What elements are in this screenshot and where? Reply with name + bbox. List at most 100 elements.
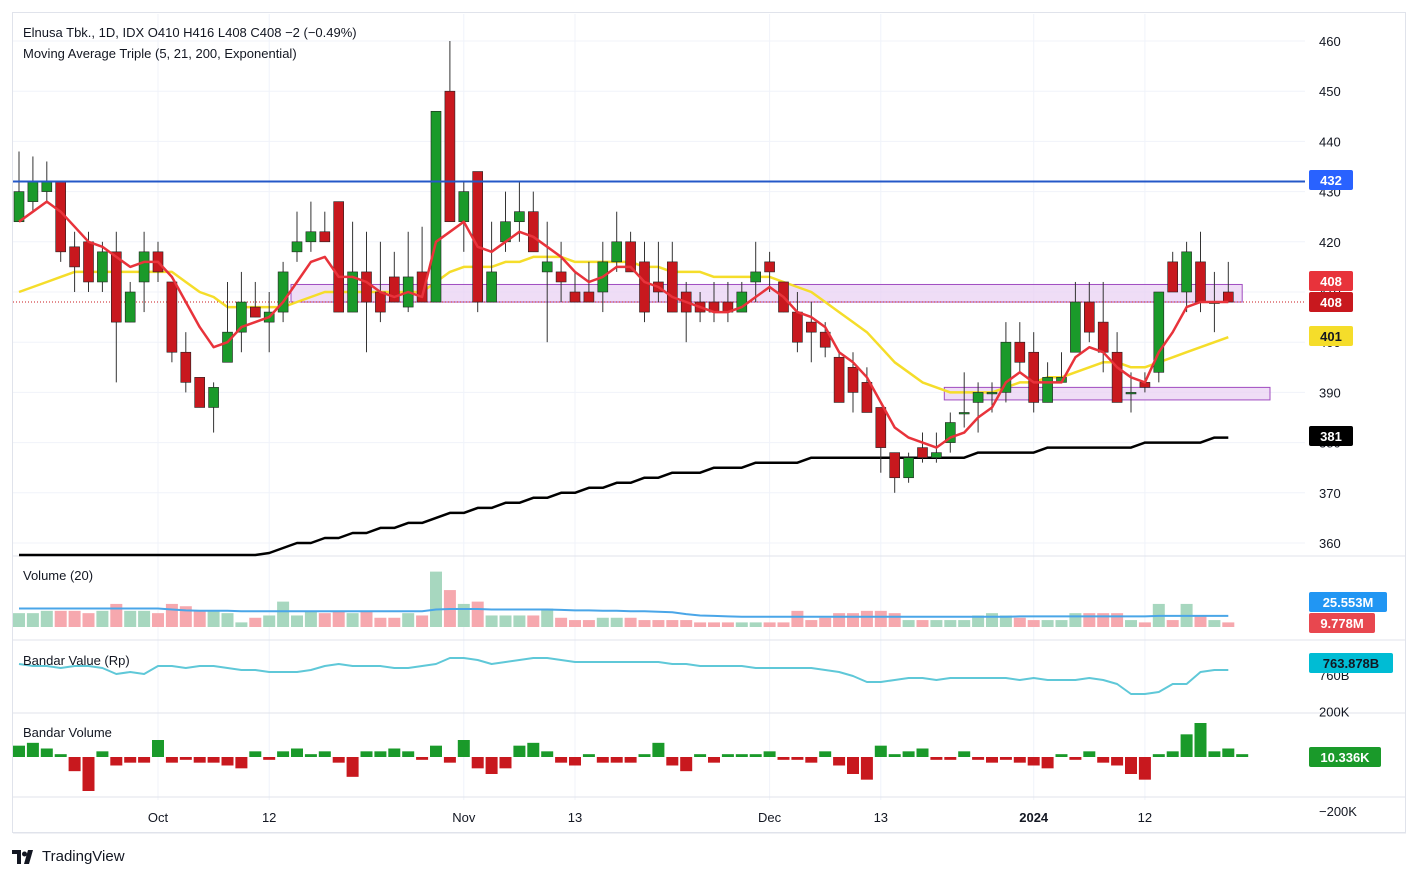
candle [444, 41, 456, 223]
volume-bar [541, 608, 554, 627]
volume-bar [374, 617, 387, 627]
candle [291, 211, 303, 262]
volume-bar [499, 615, 512, 627]
bandar-volume-bar [1152, 754, 1165, 757]
bandar-volume-bar [40, 748, 53, 757]
candle [402, 231, 414, 313]
price-tag-box [1309, 426, 1353, 446]
bandar-volume-bar [610, 757, 623, 763]
candle-body [333, 201, 345, 313]
volume-bar [277, 601, 290, 627]
bandar-volume-bar [1097, 757, 1110, 763]
price-tick-label: 440 [1319, 134, 1341, 149]
bandar-volume-bar [916, 748, 929, 757]
volume-bar [708, 622, 720, 627]
candle [124, 281, 136, 323]
time-tick-label: Nov [452, 810, 476, 825]
time-tick-label: 13 [874, 810, 888, 825]
price-tag-label: 9.778M [1320, 616, 1363, 631]
bandar-volume-bar [819, 751, 832, 757]
candle-body [291, 241, 303, 253]
ema-5-line [18, 200, 1229, 449]
bandar-volume-bar [124, 757, 137, 763]
price-tag-box [1309, 326, 1353, 346]
volume-bar [555, 617, 568, 627]
bandar-volume-bar [360, 751, 373, 757]
price-tag-box [1309, 653, 1393, 673]
volume-bar [930, 620, 943, 627]
bandar-volume-bar [263, 757, 276, 760]
volume-bar [680, 620, 693, 627]
bandar-volume-bar [332, 757, 345, 763]
candle-body [917, 447, 928, 458]
indicator-legend[interactable]: Moving Average Triple (5, 21, 200, Expon… [23, 46, 297, 61]
bandar-volume-bar [513, 745, 526, 757]
volume-bar [318, 613, 331, 627]
candle [97, 241, 108, 292]
volume-bar [304, 610, 317, 627]
candle-body [805, 321, 817, 333]
candle [555, 241, 567, 303]
candle-body [750, 271, 762, 283]
bandar-volume-bar [749, 754, 762, 757]
candle [55, 181, 67, 262]
volume-bar [235, 622, 248, 627]
candle [1014, 322, 1026, 373]
symbol-legend[interactable]: Elnusa Tbk., 1D, IDX O410 H416 L408 C408… [23, 25, 357, 40]
tradingview-logo-icon[interactable] [12, 849, 36, 864]
volume-bar [874, 610, 887, 627]
volume-pane-title[interactable]: Volume (20) [23, 568, 94, 583]
volume-bar [596, 617, 609, 627]
candle [944, 412, 956, 453]
candle-body [111, 251, 122, 323]
bandar-volume-bar [721, 754, 734, 757]
volume-bar [860, 610, 873, 627]
price-tick-label: 420 [1319, 235, 1341, 250]
candle [305, 201, 317, 252]
volume-bar [124, 610, 137, 627]
bandar-volume-bar [82, 757, 95, 791]
volume-bar [291, 615, 303, 627]
bandar-volume-bar [374, 751, 387, 757]
bandar-volume-bar [708, 757, 720, 763]
bandar-value-pane [18, 657, 1229, 695]
bandar-volume-bar [318, 751, 331, 757]
bandar-volume-bar [777, 757, 790, 760]
volume-bar [819, 617, 832, 627]
volume-bar [847, 613, 859, 627]
price-tag: 763.878B [1309, 653, 1393, 673]
candle-body [611, 241, 623, 263]
volume-bar [457, 603, 470, 627]
price-tag: 432 [1309, 170, 1353, 190]
bandar-volume-bar [694, 754, 707, 757]
candle-body [944, 422, 956, 443]
price-tags: 432 408 408 401 381 25.553M 9.778M 763.878B 10.3… [1309, 170, 1393, 767]
candle [1000, 322, 1012, 403]
bandar-volume-bar [1138, 757, 1151, 780]
footer: TradingView [12, 848, 125, 865]
price-tag-label: 401 [1320, 329, 1342, 344]
tradingview-brand[interactable]: TradingView [42, 848, 125, 865]
candle-body [931, 452, 942, 458]
candle [903, 452, 914, 483]
candle [222, 281, 233, 363]
bandar-volume-pane-title[interactable]: Bandar Volume [23, 725, 112, 740]
candle-body [1042, 377, 1053, 403]
volume-bar [1208, 620, 1221, 627]
bandar-volume-bar [1041, 757, 1054, 769]
volume-bar [721, 622, 734, 627]
volume-bar [735, 622, 748, 627]
candle [319, 211, 331, 243]
price-tag-label: 408 [1320, 295, 1342, 310]
candle-body [1153, 291, 1165, 373]
volume-bar [902, 620, 915, 627]
volume-bar [527, 615, 540, 627]
volume-bar [1041, 620, 1054, 627]
volume-bar [13, 613, 25, 627]
bandar-value-pane-title[interactable]: Bandar Value (Rp) [23, 653, 130, 668]
volume-bar [40, 610, 53, 627]
bandar-volume-bar [471, 757, 484, 769]
candle-body [1084, 301, 1095, 333]
volume-bar [958, 620, 971, 627]
